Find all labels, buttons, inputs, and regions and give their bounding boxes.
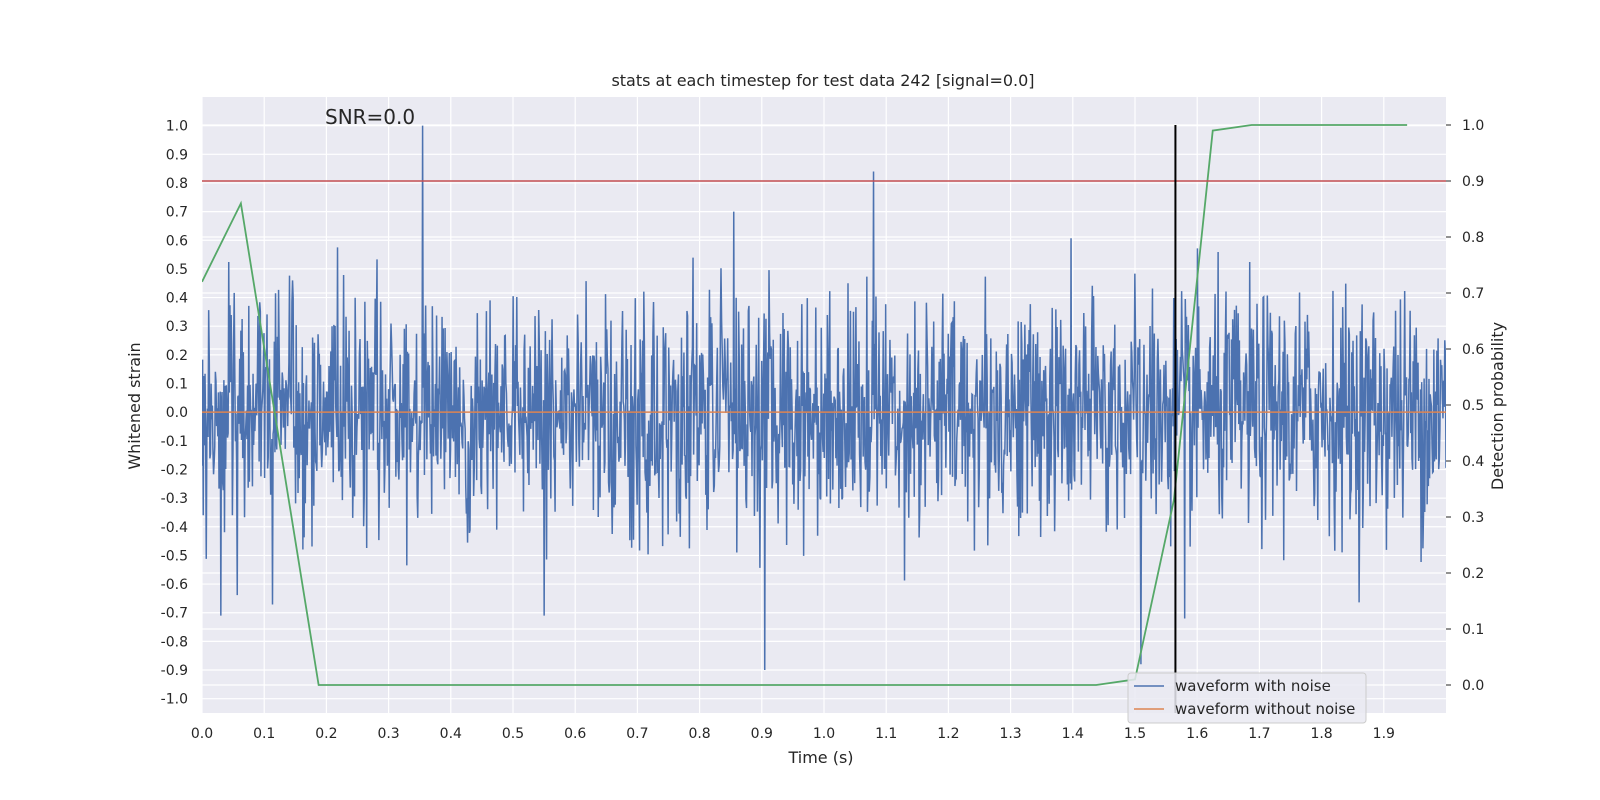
y-right-tick-label: 0.2 (1462, 566, 1484, 582)
y-right-tick-label: 0.6 (1462, 342, 1484, 358)
y-right-tick-label: 0.3 (1462, 510, 1484, 526)
x-tick-label: 0.3 (377, 726, 399, 742)
x-tick-label: 1.7 (1248, 726, 1270, 742)
y-axis-label-right: Detection probability (1488, 322, 1507, 490)
x-tick-label: 1.0 (813, 726, 835, 742)
x-tick-label: 1.3 (999, 726, 1021, 742)
legend-label-clean: waveform without noise (1175, 700, 1355, 718)
x-axis-label: Time (s) (787, 748, 853, 767)
y-right-tick-label: 0.7 (1462, 286, 1484, 302)
x-tick-label: 0.6 (564, 726, 586, 742)
x-tick-label: 0.7 (626, 726, 648, 742)
y-tick-label: -0.6 (161, 577, 188, 593)
axes-layer: 0.0 0.1 0.2 0.3 0.4 0.5 0.6 0.7 0.8 0.9 1.0 1.1 1.2 1… (161, 118, 1485, 742)
y-tick-label: 0.5 (166, 262, 188, 278)
y-tick-label: 0.6 (166, 233, 188, 249)
y-right-tick-label: 0.8 (1462, 230, 1484, 246)
y-tick-label: 0.7 (166, 205, 188, 221)
x-tick-label: 0.2 (315, 726, 337, 742)
x-tick-label: 0.4 (440, 726, 462, 742)
series-waveform-with-noise (202, 125, 1446, 671)
snr-annotation: SNR=0.0 (325, 105, 415, 129)
y-right-tick-label: 0.9 (1462, 174, 1484, 190)
y-tick-label: -0.9 (161, 663, 188, 679)
y-tick-label: -0.3 (161, 491, 188, 507)
y-tick-label: 0.0 (166, 405, 188, 421)
y-tick-label: 0.8 (166, 176, 188, 192)
y-tick-label: 0.3 (166, 319, 188, 335)
x-tick-label: 0.0 (191, 726, 213, 742)
y-tick-label: -0.1 (161, 434, 188, 450)
y-tick-label: -0.4 (161, 520, 188, 536)
x-tick-label: 1.5 (1124, 726, 1146, 742)
y-tick-label: -0.8 (161, 634, 188, 650)
x-tick-label: 0.8 (688, 726, 710, 742)
y-right-tick-label: 0.1 (1462, 622, 1484, 638)
series-detection-probability (202, 124, 1408, 686)
legend-label-noisy: waveform with noise (1175, 677, 1331, 695)
x-tick-label: 1.2 (937, 726, 959, 742)
legend-box (1127, 672, 1367, 724)
x-tick-label: 1.4 (1062, 726, 1084, 742)
y-tick-label: -0.5 (161, 548, 188, 564)
y-right-tick-label: 0.0 (1462, 678, 1484, 694)
y-tick-label: 0.9 (166, 147, 188, 163)
y-tick-label: 1.0 (166, 119, 188, 135)
y-right-tick-label: 0.4 (1462, 454, 1484, 470)
x-tick-label: 0.9 (751, 726, 773, 742)
y-right-tick-label: 1.0 (1462, 118, 1484, 134)
y-axis-label-left: Whitened strain (125, 342, 144, 469)
legend: waveform with noise waveform without noi… (1127, 672, 1367, 724)
y-tick-label: 0.4 (166, 291, 188, 307)
y-tick-label: -1.0 (161, 692, 188, 708)
x-tick-label: 1.9 (1373, 726, 1395, 742)
x-tick-label: 1.8 (1310, 726, 1332, 742)
chart-title: stats at each timestep for test data 242… (611, 71, 1034, 90)
y-tick-label: 0.2 (166, 348, 188, 364)
x-tick-label: 1.1 (875, 726, 897, 742)
y-tick-label: -0.7 (161, 606, 188, 622)
y-tick-label: 0.1 (166, 377, 188, 393)
series-layer (202, 124, 1446, 713)
x-tick-label: 0.5 (502, 726, 524, 742)
y-right-tick-label: 0.5 (1462, 398, 1484, 414)
x-tick-label: 1.6 (1186, 726, 1208, 742)
x-tick-label: 0.1 (253, 726, 275, 742)
y-tick-label: -0.2 (161, 462, 188, 478)
